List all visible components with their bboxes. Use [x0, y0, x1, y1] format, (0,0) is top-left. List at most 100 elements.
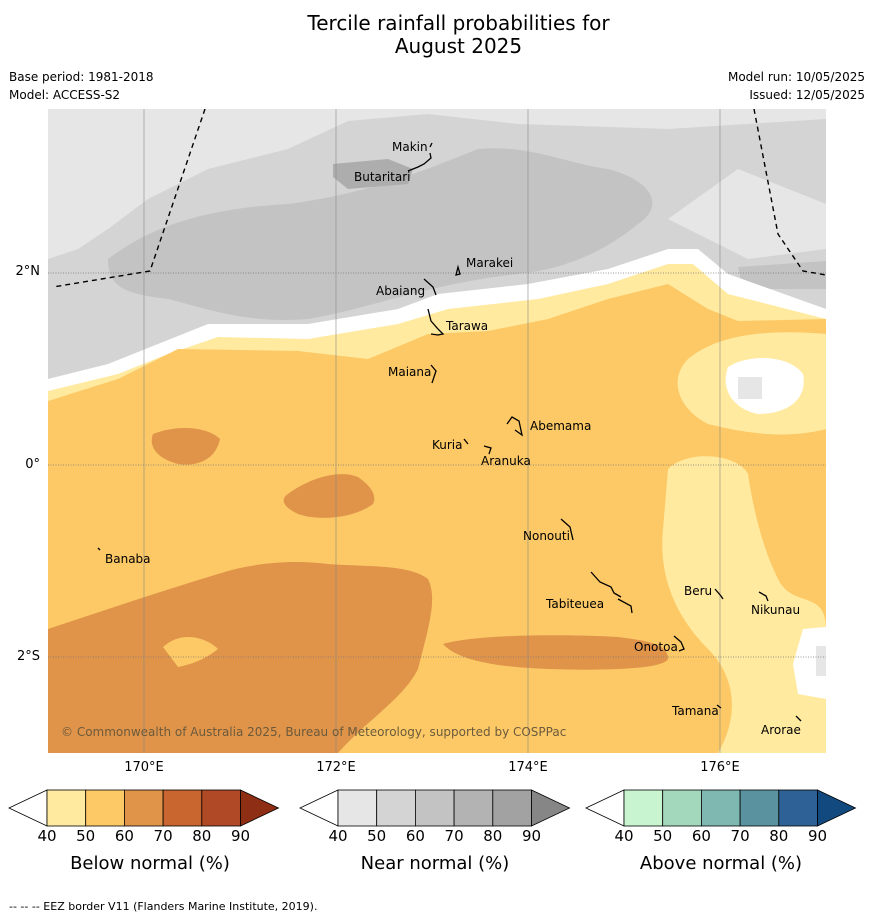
- colorbar-high-extension: [240, 789, 280, 827]
- lon-label-174e: 174°E: [508, 760, 548, 775]
- below-normal-dark-region: [151, 427, 220, 465]
- lat-label-2n: 2°N: [15, 264, 41, 279]
- colorbar-tick-label: 50: [653, 827, 673, 845]
- label-butaritari: Butaritari: [354, 170, 411, 184]
- colorbar-near-normal: [299, 789, 571, 827]
- colorbar-above-label: Above normal (%): [639, 853, 803, 874]
- white-patch: [725, 357, 804, 414]
- island-outlines: [97, 142, 802, 722]
- label-tarawa: Tarawa: [445, 319, 488, 333]
- eez-footnote: -- -- -- EEZ border V11 (Flanders Marine…: [9, 900, 318, 913]
- label-abaiang: Abaiang: [376, 284, 425, 298]
- base-period: Base period: 1981-2018: [9, 70, 154, 84]
- colorbar-tick-label: 80: [769, 827, 789, 845]
- colorbar-tick-label: 80: [192, 827, 212, 845]
- label-kuria: Kuria: [432, 438, 463, 452]
- label-beru: Beru: [684, 584, 712, 598]
- colorbar-high-extension: [531, 789, 571, 827]
- colorbar-segment: [337, 789, 378, 827]
- lon-label-170e: 170°E: [124, 760, 164, 775]
- colorbar-segment: [85, 789, 125, 827]
- colorbar-below-label: Below normal (%): [70, 853, 230, 874]
- label-nonouti: Nonouti: [523, 529, 570, 543]
- colorbar-tick-label: 60: [691, 827, 711, 845]
- label-onotoa: Onotoa: [634, 640, 678, 654]
- map-canvas: Makin Butaritari Marakei Abaiang Tarawa …: [48, 108, 827, 753]
- colorbar-segment: [662, 789, 702, 827]
- near-normal-light-region: [48, 109, 826, 259]
- colorbar-segment: [376, 789, 416, 827]
- map-panel: Makin Butaritari Marakei Abaiang Tarawa …: [48, 108, 827, 753]
- colorbar-tick-label: 80: [483, 827, 503, 845]
- colorbar-segment: [778, 789, 818, 827]
- near-normal-darkest-region: [333, 159, 413, 189]
- colorbar-tick-label: 50: [367, 827, 387, 845]
- latitude-lines: [48, 272, 826, 658]
- label-makin: Makin: [392, 140, 428, 154]
- graticule: [143, 109, 721, 753]
- colorbar-low-extension: [8, 789, 48, 827]
- colorbar-segment: [453, 789, 494, 827]
- issued-date: Issued: 12/05/2025: [749, 88, 865, 102]
- lat-label-0: 0°: [25, 457, 40, 472]
- colorbar-low-extension: [585, 789, 625, 827]
- near-normal-dark-region: [738, 261, 826, 289]
- label-aranuka: Aranuka: [481, 454, 531, 468]
- below-normal-light-region-southeast: [662, 456, 826, 753]
- model-run: Model run: 10/05/2025: [727, 70, 865, 84]
- colorbar-segment: [124, 789, 164, 827]
- colorbar-tick-label: 90: [230, 827, 251, 845]
- below-normal-dark-region-onotoa: [443, 635, 668, 670]
- colorbar-tick-label: 90: [521, 827, 542, 845]
- colorbar-high-extension: [817, 789, 857, 827]
- label-maiana: Maiana: [388, 365, 431, 379]
- colorbar-below-normal: [8, 789, 280, 827]
- lon-label-172e: 172°E: [316, 760, 356, 775]
- near-normal-patch-south: [816, 646, 826, 676]
- label-banaba: Banaba: [105, 552, 151, 566]
- colorbar-tick-label: 70: [153, 827, 173, 845]
- label-tamana: Tamana: [671, 704, 719, 718]
- label-nikunau: Nikunau: [751, 603, 800, 617]
- below-normal-dark-region: [283, 474, 375, 518]
- colorbar-segment: [46, 789, 87, 827]
- label-arorae: Arorae: [761, 723, 801, 737]
- colorbar-tick-label: 50: [76, 827, 96, 845]
- colorbar-tick-label: 60: [114, 827, 134, 845]
- lon-label-176e: 176°E: [700, 760, 740, 775]
- colorbar-tick-label: 60: [405, 827, 425, 845]
- colorbar-tick-label: 40: [614, 827, 634, 845]
- title-line-2: August 2025: [394, 34, 523, 58]
- colorbar-tick-label: 40: [328, 827, 348, 845]
- label-abemama: Abemama: [530, 419, 591, 433]
- meta-left: Base period: 1981-2018 Model: ACCESS-S2: [9, 68, 154, 104]
- near-normal-patch: [738, 377, 762, 399]
- white-patch-south: [793, 627, 826, 699]
- colorbar-tick-label: 70: [444, 827, 464, 845]
- colorbar-tick-label: 40: [37, 827, 57, 845]
- colorbar-segment: [701, 789, 741, 827]
- colorbars: [8, 789, 857, 827]
- colorbar-segment: [162, 789, 203, 827]
- near-normal-light-region: [668, 169, 826, 259]
- copyright-text: © Commonwealth of Australia 2025, Bureau…: [61, 725, 566, 739]
- colorbar-segment: [739, 789, 780, 827]
- place-labels: Makin Butaritari Marakei Abaiang Tarawa …: [105, 140, 801, 737]
- colorbar-low-extension: [299, 789, 339, 827]
- colorbar-segment: [414, 789, 455, 827]
- lat-label-2s: 2°S: [16, 649, 40, 664]
- colorbar-segment: [492, 789, 532, 827]
- colorbar-segment: [201, 789, 241, 827]
- colorbar-tick-label: 70: [730, 827, 750, 845]
- model-name: Model: ACCESS-S2: [9, 88, 121, 102]
- label-tabiteuea: Tabiteuea: [545, 597, 604, 611]
- title-line-1: Tercile rainfall probabilities for: [307, 11, 610, 35]
- near-normal-dark-region: [108, 148, 653, 320]
- eez-border: [52, 108, 827, 288]
- label-marakei: Marakei: [466, 256, 513, 270]
- map-title: Tercile rainfall probabilities for Augus…: [0, 12, 873, 58]
- colorbar-near-label: Near normal (%): [360, 853, 510, 874]
- colorbar-above-normal: [585, 789, 857, 827]
- colorbar-tick-label: 90: [807, 827, 828, 845]
- colorbar-segment: [623, 789, 664, 827]
